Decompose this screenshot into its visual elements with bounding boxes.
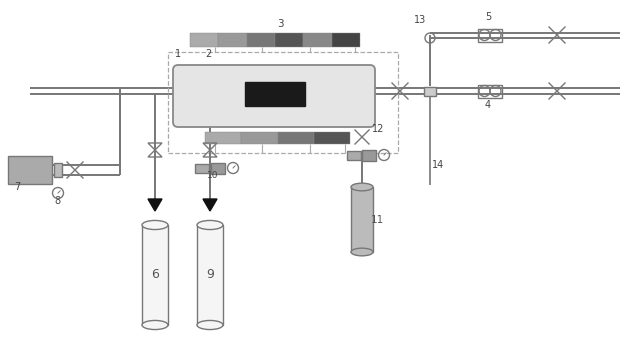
Text: 9: 9 <box>206 269 214 282</box>
Ellipse shape <box>351 183 373 191</box>
Bar <box>304 33 332 47</box>
Text: 2: 2 <box>205 49 211 59</box>
Bar <box>247 33 275 47</box>
Bar <box>197 225 223 325</box>
Text: 11: 11 <box>370 215 384 225</box>
Ellipse shape <box>142 320 168 329</box>
Bar <box>351 187 373 252</box>
Bar <box>211 163 225 173</box>
Bar <box>424 86 436 96</box>
Text: 7: 7 <box>14 182 21 192</box>
Ellipse shape <box>351 248 373 256</box>
Bar <box>277 132 313 144</box>
Bar <box>478 29 502 41</box>
Text: 14: 14 <box>432 160 444 170</box>
Bar <box>54 163 62 177</box>
Bar <box>218 33 247 47</box>
Bar <box>313 132 350 144</box>
Polygon shape <box>203 199 217 211</box>
Bar <box>190 33 218 47</box>
Ellipse shape <box>142 220 168 230</box>
Bar <box>168 52 398 153</box>
FancyBboxPatch shape <box>173 65 375 127</box>
Bar <box>347 151 361 159</box>
Text: 13: 13 <box>414 15 426 25</box>
Text: 1: 1 <box>175 49 181 59</box>
Bar <box>8 156 52 184</box>
Bar <box>241 132 277 144</box>
Bar <box>478 85 502 98</box>
Bar <box>195 164 209 172</box>
Ellipse shape <box>197 220 223 230</box>
Text: 10: 10 <box>207 171 219 180</box>
Text: 8: 8 <box>54 196 60 206</box>
Bar <box>332 33 360 47</box>
Bar <box>142 225 168 325</box>
Bar <box>362 150 376 160</box>
Text: 3: 3 <box>277 19 283 29</box>
Ellipse shape <box>197 320 223 329</box>
Text: 12: 12 <box>372 124 384 134</box>
Bar <box>275 33 304 47</box>
Bar <box>205 132 241 144</box>
Text: 5: 5 <box>485 12 491 22</box>
Bar <box>245 82 305 106</box>
Text: 4: 4 <box>485 100 491 110</box>
Text: 6: 6 <box>151 269 159 282</box>
Polygon shape <box>148 199 162 211</box>
